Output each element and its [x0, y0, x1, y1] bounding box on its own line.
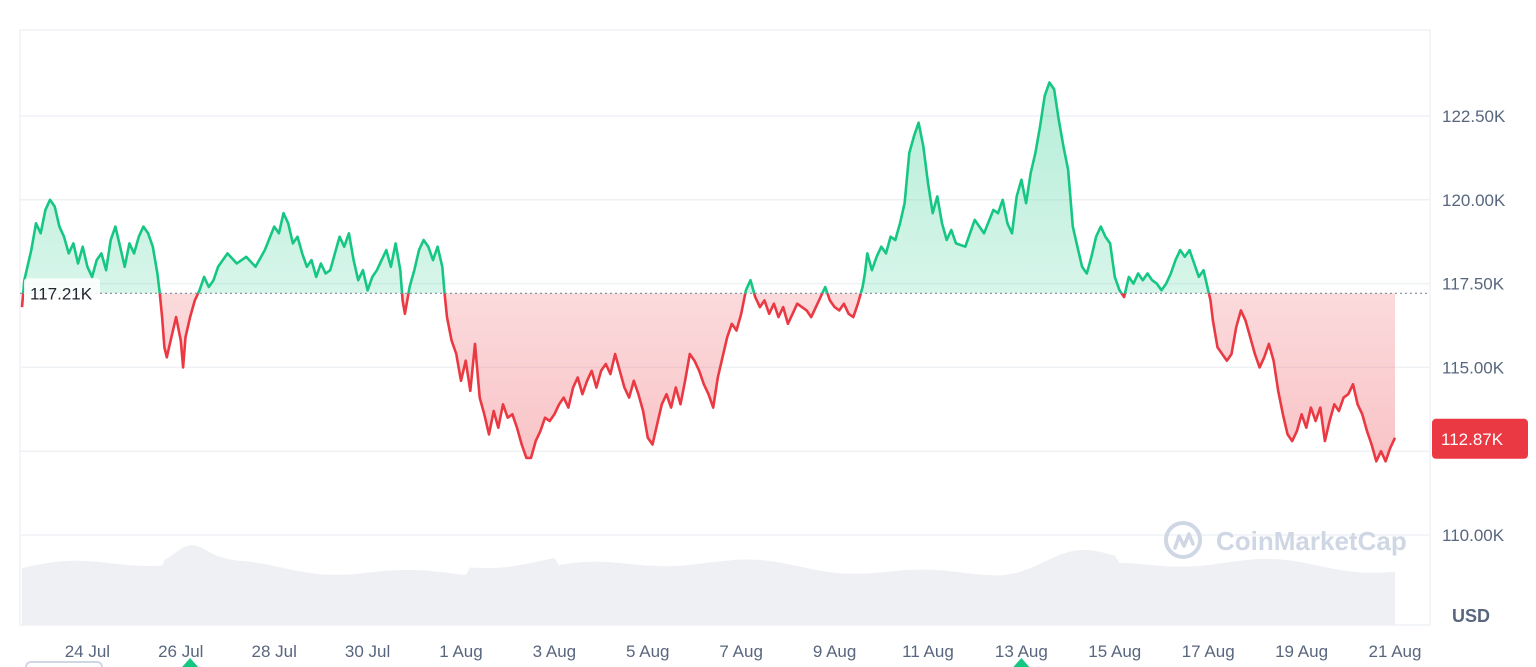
reference-price-label: 117.21K — [30, 284, 93, 303]
y-tick-label: 117.50K — [1442, 275, 1505, 294]
area-fill-above — [22, 82, 1395, 294]
x-tick-label: 1 Aug — [439, 642, 483, 661]
price-line-up — [21, 81, 1211, 294]
x-tick-label: 24 Jul — [65, 642, 110, 661]
coinmarketcap-logo-icon — [1164, 521, 1202, 559]
coinmarketcap-watermark: CoinMarketCap — [1164, 521, 1407, 559]
range-scroll-handle[interactable] — [25, 661, 103, 667]
x-tick-label: 26 Jul — [158, 642, 203, 661]
watermark-text: CoinMarketCap — [1216, 526, 1407, 556]
x-tick-label: 13 Aug — [995, 642, 1048, 661]
x-tick-label: 11 Aug — [902, 642, 954, 661]
x-tick-label: 19 Aug — [1275, 642, 1328, 661]
y-tick-label: 115.00K — [1442, 358, 1505, 377]
x-tick-label: 17 Aug — [1182, 642, 1235, 661]
x-tick-label: 5 Aug — [626, 642, 670, 661]
volume-area — [22, 545, 1395, 625]
x-tick-label: 3 Aug — [533, 642, 577, 661]
currency-unit-label: USD — [1452, 606, 1490, 626]
y-tick-label: 120.00K — [1442, 191, 1506, 210]
x-tick-label: 28 Jul — [251, 642, 296, 661]
current-price-label: 112.87K — [1441, 430, 1504, 449]
price-line-down — [20, 293, 1397, 463]
y-tick-label: 110.00K — [1442, 526, 1505, 545]
coinmarketcap-logo-mark — [1173, 532, 1195, 550]
current-price-badge — [1432, 418, 1528, 459]
reference-price-label-bg — [24, 278, 100, 305]
event-marker-icon[interactable] — [1013, 658, 1030, 667]
x-tick-label: 9 Aug — [813, 642, 857, 661]
x-tick-label: 30 Jul — [345, 642, 390, 661]
x-tick-label: 15 Aug — [1088, 642, 1141, 661]
area-fill-below — [22, 293, 1395, 462]
x-tick-label: 21 Aug — [1369, 642, 1422, 661]
y-tick-label: 122.50K — [1442, 107, 1506, 126]
x-tick-label: 7 Aug — [719, 642, 763, 661]
event-marker-icon[interactable] — [182, 658, 199, 667]
